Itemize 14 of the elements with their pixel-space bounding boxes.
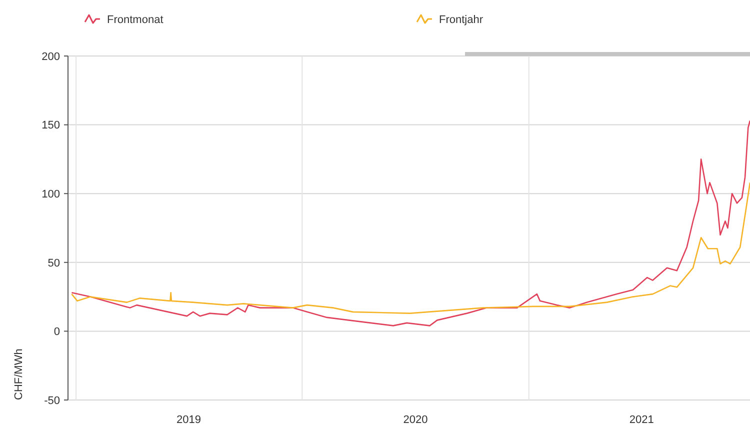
y-tick-label: 0 xyxy=(54,326,60,338)
x-tick-label: 2021 xyxy=(629,414,654,426)
legend-label: Frontjahr xyxy=(439,14,484,26)
line-series xyxy=(71,120,750,326)
y-tick-label: 200 xyxy=(42,50,60,63)
y-tick-label: 50 xyxy=(48,257,60,270)
x-tick-label: 2020 xyxy=(403,414,428,426)
legend-label: Frontmonat xyxy=(107,14,164,26)
y-axis-title: CHF/MWh xyxy=(13,348,25,400)
x-tick-label: 2019 xyxy=(176,414,202,426)
y-tick-label: 100 xyxy=(42,188,60,200)
y-tick-label: -50 xyxy=(44,394,60,407)
line-series xyxy=(71,182,750,314)
y-tick-label: 150 xyxy=(42,120,60,132)
